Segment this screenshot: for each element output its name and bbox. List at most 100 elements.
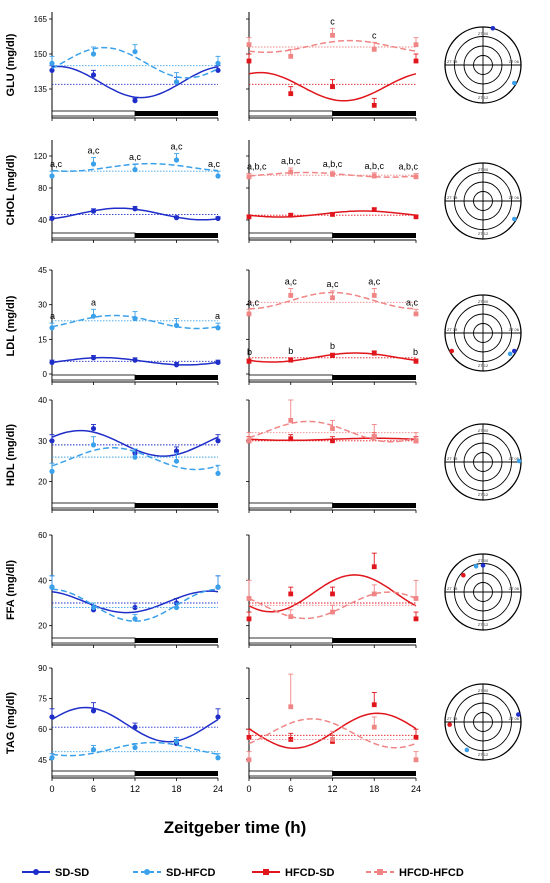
data-point <box>371 564 377 570</box>
data-point <box>413 311 419 317</box>
significance-label: b <box>247 347 252 357</box>
data-point <box>413 214 419 220</box>
polar-label-zt00: ZT 00 <box>478 31 489 36</box>
polar-label-zt12: ZT 12 <box>478 95 489 100</box>
polar-plot-3: ZT 00 ZT 06 ZT 12 ZT 18 <box>444 423 522 501</box>
significance-label: b <box>288 346 293 356</box>
x-tick-label: 0 <box>49 784 54 794</box>
data-point <box>288 91 294 97</box>
significance-label: a,c <box>368 276 381 286</box>
y-axis-label: FFA (mg/dl) <box>5 560 17 620</box>
cosinor-curve <box>248 71 417 102</box>
significance-label: a,c <box>247 297 260 307</box>
data-point <box>288 614 294 619</box>
data-point <box>413 58 419 64</box>
polar-plot-4: ZT 00 ZT 06 ZT 12 ZT 18 <box>444 553 522 631</box>
data-point <box>132 744 138 751</box>
dark-phase-bar <box>332 503 416 508</box>
polar-label-zt12: ZT 12 <box>478 363 489 368</box>
significance-label: a,c <box>208 159 221 169</box>
data-point <box>173 157 180 163</box>
data-point <box>49 359 55 366</box>
chart-panel-right-5 <box>246 667 419 781</box>
light-phase-bar <box>248 232 333 239</box>
cosinor-curve <box>51 46 219 79</box>
polar-label-zt06: ZT 06 <box>509 716 520 721</box>
data-point <box>132 616 138 622</box>
data-point <box>246 438 252 444</box>
data-point <box>49 67 55 73</box>
data-point <box>215 714 221 720</box>
data-point <box>49 714 55 720</box>
chart-panel-right-4 <box>246 534 419 648</box>
significance-label: a,c <box>406 297 419 307</box>
data-point <box>173 362 180 368</box>
data-point <box>288 357 294 363</box>
dark-phase-bar <box>332 375 416 380</box>
data-point <box>288 169 294 175</box>
polar-label-zt12: ZT 12 <box>478 622 489 627</box>
light-phase-bar <box>51 502 136 509</box>
data-point <box>246 358 252 364</box>
data-point <box>371 293 377 298</box>
y-tick-label: 165 <box>34 15 48 24</box>
x-tick-label: 24 <box>411 784 421 794</box>
data-point <box>371 724 377 730</box>
cosinor-curve <box>248 39 417 53</box>
acrophase-marker <box>490 25 496 31</box>
data-point <box>330 426 335 431</box>
data-point <box>330 737 335 742</box>
significance-label: a,b,c <box>398 162 418 172</box>
y-tick-label: 80 <box>38 184 47 193</box>
chart-panel-right-3 <box>246 399 419 513</box>
data-point <box>330 212 335 217</box>
polar-label-zt00: ZT 00 <box>478 299 489 304</box>
dark-phase-bar <box>135 233 218 238</box>
data-point <box>132 454 138 460</box>
significance-label: a <box>215 311 220 321</box>
data-point <box>288 293 294 298</box>
data-point <box>132 604 138 611</box>
y-tick-label: 75 <box>38 695 47 704</box>
data-point <box>49 325 55 331</box>
chart-panel-right-1: a,b,c a,b,c a,b,c a,b,c a,b,c <box>246 140 419 243</box>
polar-label-zt06: ZT 06 <box>509 456 520 461</box>
data-point <box>173 79 180 85</box>
data-point <box>173 448 180 454</box>
data-point <box>132 315 138 322</box>
legend-marker <box>263 869 269 875</box>
data-point <box>288 436 294 442</box>
data-point <box>132 724 138 730</box>
significance-label: c <box>372 30 377 40</box>
y-tick-label: 20 <box>38 478 47 487</box>
acrophase-marker <box>511 80 517 86</box>
significance-label: a,b,c <box>247 162 267 172</box>
x-axis-title: Zeitgeber time (h) <box>164 818 307 837</box>
significance-label: b <box>330 341 335 351</box>
y-axis-label: TAG (mg/dl) <box>5 692 17 754</box>
legend-item-hfcd-hfcd: HFCD-HFCD <box>366 867 464 879</box>
y-tick-label: 90 <box>38 664 47 673</box>
data-point <box>413 174 419 180</box>
data-point <box>215 584 221 590</box>
polar-plot-0: ZT 00 ZT 06 ZT 12 ZT 18 <box>444 25 522 104</box>
acrophase-marker <box>461 572 466 578</box>
light-phase-bar <box>248 770 333 777</box>
data-point <box>246 214 252 220</box>
significance-label: a,c <box>50 159 63 169</box>
data-point <box>49 438 55 444</box>
y-tick-label: 40 <box>38 216 47 225</box>
dark-phase-bar <box>135 375 218 380</box>
y-tick-label: 30 <box>38 437 47 446</box>
data-point <box>90 161 97 167</box>
data-point <box>371 102 377 108</box>
dark-phase-bar <box>135 503 218 508</box>
data-point <box>288 704 294 710</box>
significance-label: a <box>50 311 55 321</box>
polar-plot-2: ZT 00 ZT 06 ZT 12 ZT 18 <box>444 294 522 372</box>
y-tick-label: 20 <box>38 622 47 631</box>
light-phase-bar <box>51 110 136 117</box>
light-phase-bar <box>248 374 333 381</box>
polar-label-zt06: ZT 06 <box>509 586 520 591</box>
polar-label-zt18: ZT 18 <box>447 327 458 332</box>
